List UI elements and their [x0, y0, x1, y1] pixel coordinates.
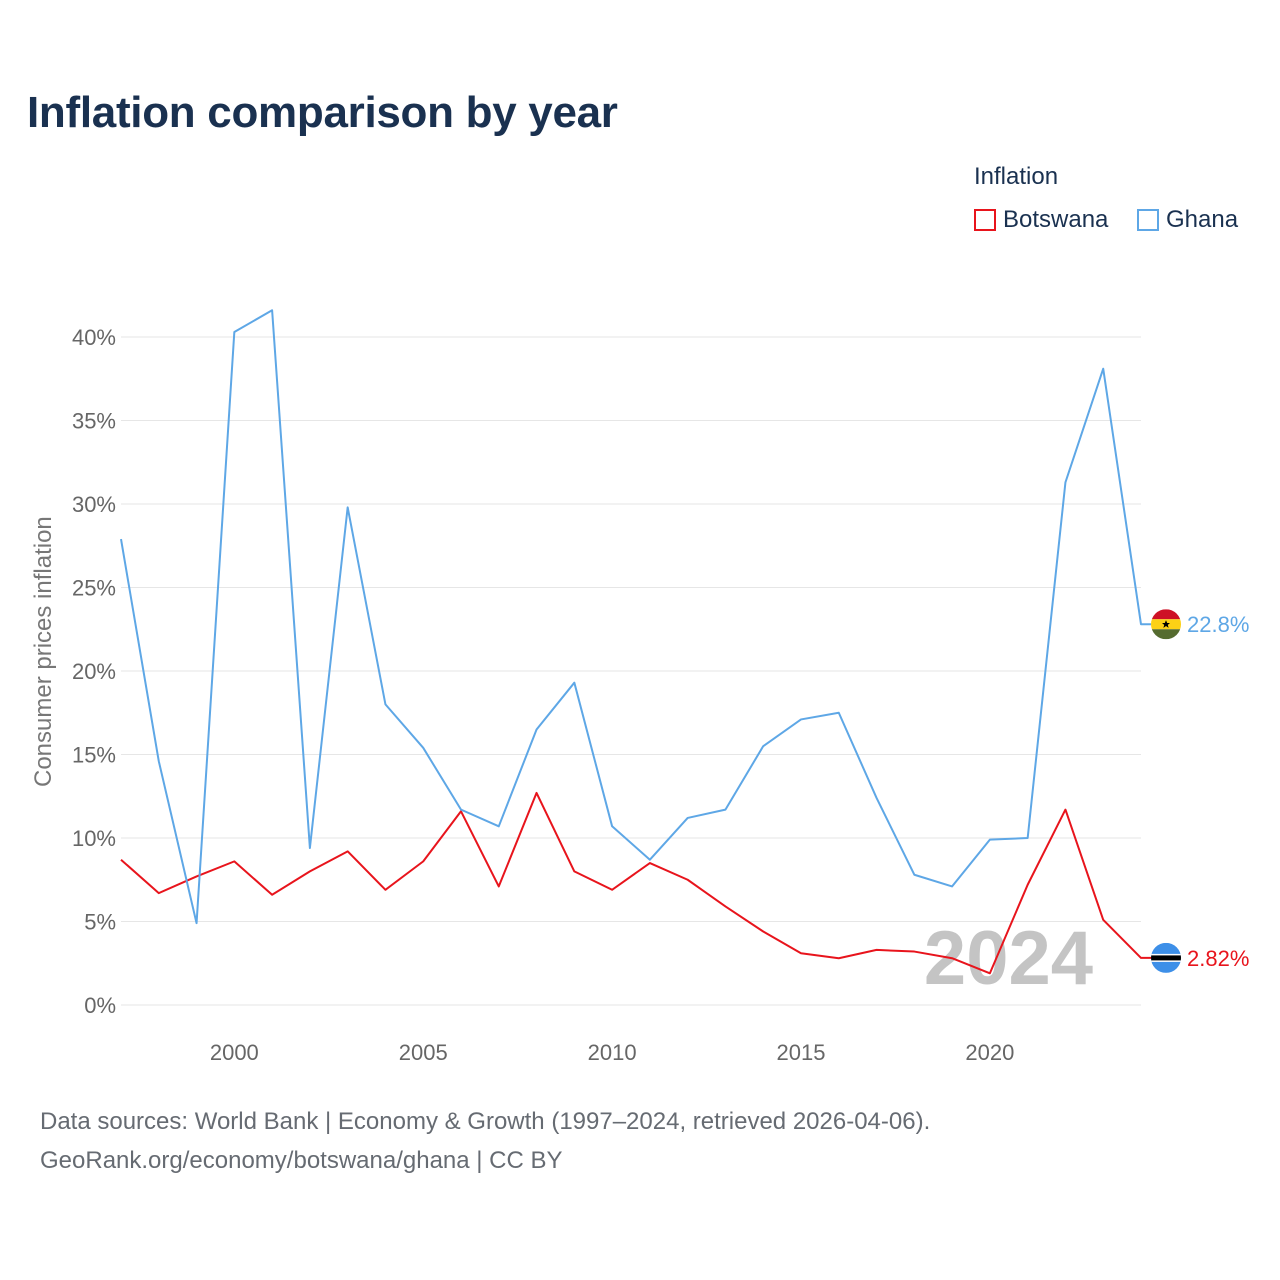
series-lines: [120, 309, 1151, 975]
x-tick-label: 2020: [965, 1040, 1014, 1065]
y-tick-labels: 0% 5% 10% 15% 20% 25% 30% 35% 40%: [72, 325, 116, 1018]
flag-icon-botswana: [1151, 942, 1181, 973]
y-tick-label: 30%: [72, 492, 116, 517]
legend-label-botswana: Botswana: [1003, 206, 1109, 233]
y-tick-label: 25%: [72, 576, 116, 601]
chart-title: Inflation comparison by year: [27, 88, 618, 137]
x-tick-label: 2005: [399, 1040, 448, 1065]
series-end-labels: 2.82% 22.8%: [1151, 609, 1249, 973]
end-label-ghana: 22.8%: [1187, 612, 1249, 637]
x-tick-labels: 2000 2005 2010 2015 2020: [210, 1040, 1015, 1065]
gridlines: [121, 336, 1141, 1006]
x-tick-label: 2015: [777, 1040, 826, 1065]
series-line-ghana[interactable]: [120, 309, 1151, 925]
x-tick-label: 2010: [588, 1040, 637, 1065]
legend-item-botswana[interactable]: Botswana: [974, 205, 1108, 235]
y-tick-label: 15%: [72, 743, 116, 768]
y-tick-label: 35%: [72, 409, 116, 434]
series-line-botswana[interactable]: [120, 791, 1151, 975]
legend-swatch-botswana: [974, 209, 996, 231]
y-tick-label: 0%: [84, 993, 116, 1018]
end-label-botswana: 2.82%: [1187, 946, 1249, 971]
legend-swatch-ghana: [1137, 209, 1159, 231]
y-tick-label: 10%: [72, 826, 116, 851]
y-tick-label: 5%: [84, 910, 116, 935]
flag-icon-ghana: [1151, 609, 1181, 640]
footer-attribution: GeoRank.org/economy/botswana/ghana | CC …: [40, 1147, 563, 1174]
y-tick-label: 20%: [72, 659, 116, 684]
legend-label-ghana: Ghana: [1166, 206, 1239, 233]
footer-sources: Data sources: World Bank | Economy & Gro…: [40, 1108, 931, 1135]
y-tick-label: 40%: [72, 325, 116, 350]
legend-title: Inflation: [974, 163, 1059, 190]
legend-item-ghana[interactable]: Ghana: [1137, 205, 1238, 235]
x-tick-label: 2000: [210, 1040, 259, 1065]
